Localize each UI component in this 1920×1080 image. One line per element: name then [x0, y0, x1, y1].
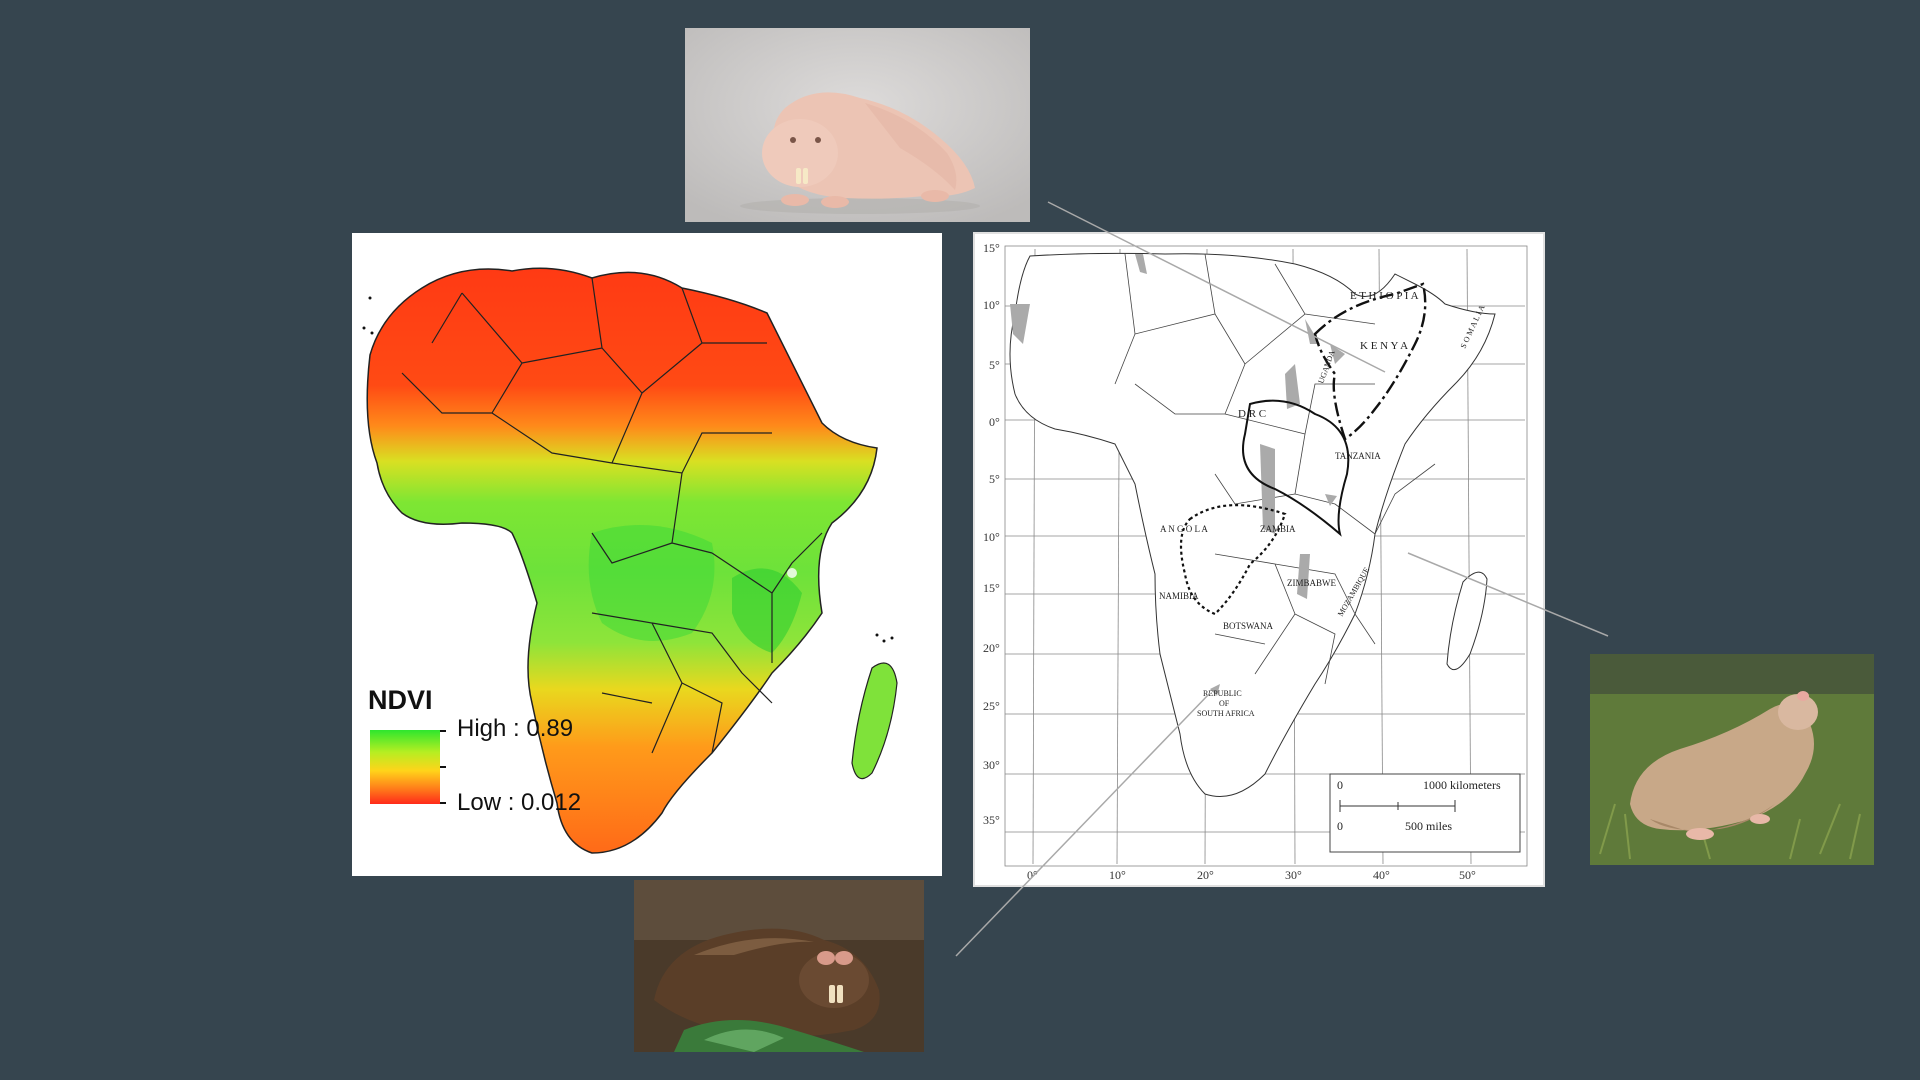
ndvi-legend-title: NDVI [368, 685, 433, 715]
label-angola: A N G O L A [1160, 524, 1208, 534]
ndvi-color-ramp [370, 730, 440, 804]
range-outline-naked-mole-rat [1313, 282, 1427, 441]
scale-bar: 0 1000 kilometers 0 500 miles [1329, 773, 1521, 853]
lat-label: 15° [983, 241, 1000, 255]
lon-label: 30° [1285, 868, 1302, 882]
range-map-svg: 15° 10° 5° 0° 5° 10° 15° 20° 25° 30° 35°… [983, 241, 1528, 882]
label-botswana: BOTSWANA [1223, 621, 1274, 631]
lon-label: 40° [1373, 868, 1390, 882]
lat-label: 10° [983, 530, 1000, 544]
ndvi-high-label: High : 0.89 [457, 715, 574, 742]
lat-label: 15° [983, 581, 1000, 595]
grass-mole-rat-photo [1590, 654, 1874, 865]
range-outline-botswana [1179, 504, 1287, 616]
label-south-africa-1: REPUBLIC [1203, 689, 1242, 698]
label-south-africa-2: OF [1219, 699, 1230, 708]
lat-label: 5° [989, 358, 1000, 372]
label-tanzania: TANZANIA [1335, 451, 1381, 461]
lat-label: 10° [983, 298, 1000, 312]
range-outline-tanzania [1242, 399, 1350, 537]
ndvi-low-label: Low : 0.012 [457, 789, 582, 816]
longitude-labels: 0° 10° 20° 30° 40° 50° [1027, 868, 1476, 882]
dark-mole-rat-photo [634, 880, 924, 1052]
lon-label: 10° [1109, 868, 1126, 882]
lat-label: 25° [983, 699, 1000, 713]
lat-label: 20° [983, 641, 1000, 655]
scale-km-zero: 0 [1337, 778, 1343, 792]
ndvi-ramp-tick-mid [440, 766, 446, 768]
ndvi-ramp-tick-bottom [440, 802, 446, 804]
label-drc: D R C [1238, 408, 1266, 420]
dark-mole-rat-image [634, 880, 924, 1052]
lon-label: 0° [1027, 868, 1038, 882]
lat-label: 5° [989, 472, 1000, 486]
ndvi-ramp-tick-top [440, 730, 446, 732]
label-zimbabwe: ZIMBABWE [1287, 578, 1336, 588]
lat-label: 0° [989, 415, 1000, 429]
lon-label: 50° [1459, 868, 1476, 882]
scale-mi-label: 500 miles [1405, 819, 1452, 833]
range-map-card: 15° 10° 5° 0° 5° 10° 15° 20° 25° 30° 35°… [973, 232, 1545, 887]
naked-mole-rat-photo [685, 28, 1030, 222]
lon-label: 20° [1197, 868, 1214, 882]
latitude-labels: 15° 10° 5° 0° 5° 10° 15° 20° 25° 30° 35° [983, 241, 1000, 827]
label-namibia: NAMIBIA [1159, 591, 1199, 601]
scale-km-label: 1000 kilometers [1423, 778, 1501, 792]
ndvi-africa-map [362, 267, 898, 854]
lat-label: 35° [983, 813, 1000, 827]
label-ethiopia: E T H I O P I A [1350, 290, 1419, 302]
scale-mi-zero: 0 [1337, 819, 1343, 833]
label-south-africa-3: SOUTH AFRICA [1197, 709, 1255, 718]
label-kenya: K E N Y A [1360, 340, 1408, 352]
label-zambia: ZAMBIA [1260, 524, 1296, 534]
ndvi-map-card: NDVI High : 0.89 Low : 0.012 [352, 233, 942, 876]
grass-mole-rat-image [1590, 654, 1874, 865]
lat-label: 30° [983, 758, 1000, 772]
naked-mole-rat-image [685, 28, 1030, 222]
